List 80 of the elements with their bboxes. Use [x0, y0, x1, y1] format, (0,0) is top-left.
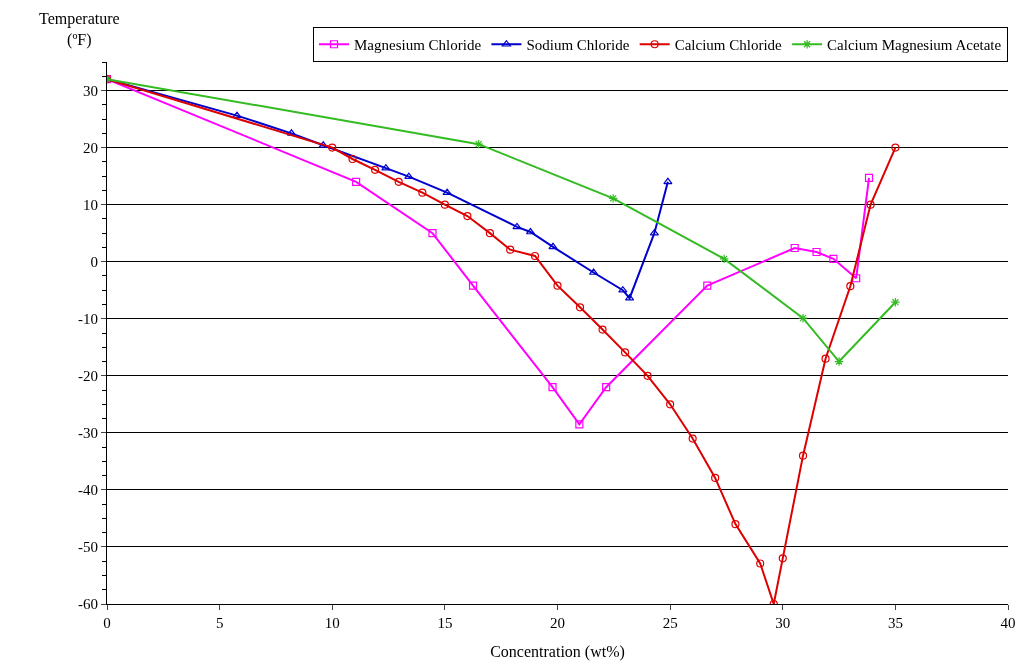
point [525, 227, 536, 235]
point [649, 229, 659, 236]
x-tick-label: 20 [550, 615, 565, 631]
x-tick-label: 10 [324, 615, 340, 631]
point [756, 559, 765, 568]
legend-label: Calcium Magnesium Acetate [827, 37, 1002, 54]
point [598, 325, 607, 334]
point [821, 354, 830, 363]
point [812, 247, 821, 257]
point [618, 286, 628, 293]
point [553, 281, 562, 290]
point [328, 143, 337, 152]
point [394, 177, 403, 186]
point [318, 141, 328, 148]
legend-label: Calcium Chloride [674, 37, 783, 54]
point [575, 303, 585, 312]
legend-label: Sodium Chloride [526, 37, 630, 54]
y-tick-label: -60 [78, 596, 98, 613]
legend-label: Magnesium Chloride [354, 37, 482, 54]
point [852, 274, 861, 283]
point [575, 420, 584, 429]
point [418, 188, 427, 197]
point [440, 200, 449, 209]
point [890, 297, 901, 307]
point [608, 193, 618, 204]
point [643, 371, 652, 380]
point [891, 143, 900, 152]
point [719, 254, 729, 264]
point [428, 229, 437, 238]
point [798, 451, 808, 460]
y-tick-label: -30 [78, 425, 98, 442]
point [232, 111, 242, 118]
x-tick-label: 35 [887, 615, 903, 631]
point [352, 177, 361, 186]
point [778, 554, 787, 563]
point [463, 211, 472, 221]
y-tick-label: 30 [83, 82, 98, 99]
x-tick-label: 25 [662, 615, 678, 631]
y-tick-label: -40 [78, 482, 98, 499]
point [663, 177, 673, 185]
y-axis-title: Temperature (ºF) [39, 10, 120, 49]
point [473, 139, 484, 149]
x-tick-label: 0 [103, 615, 111, 631]
point [404, 172, 414, 180]
x-tick-label: 40 [1000, 615, 1016, 631]
point [829, 254, 838, 263]
point [711, 473, 720, 483]
point [731, 520, 740, 529]
y-tick-label: 10 [83, 196, 98, 213]
point [846, 282, 855, 291]
point [512, 222, 522, 230]
y-tick-label: 0 [90, 253, 98, 270]
point [485, 229, 495, 238]
point [530, 251, 540, 261]
point [548, 383, 557, 392]
point [620, 348, 630, 357]
point [468, 281, 478, 290]
point [688, 434, 697, 443]
point [866, 200, 875, 209]
x-tick-label: 15 [437, 615, 453, 631]
x-tick-label: 5 [215, 615, 224, 631]
y-tick-label: -20 [78, 368, 98, 385]
point [864, 173, 874, 182]
point [548, 242, 558, 250]
x-axis-title: Concentration (wt%) [490, 642, 625, 661]
point [506, 245, 515, 254]
y-tick-label: -50 [78, 539, 98, 556]
point [348, 154, 357, 164]
y-tick-label: -10 [78, 310, 98, 327]
y-tick-label: 20 [83, 139, 98, 156]
point [370, 165, 380, 174]
x-tick-label: 30 [775, 615, 791, 631]
point [834, 356, 844, 367]
point [703, 281, 712, 290]
point [798, 313, 808, 323]
point [790, 243, 799, 253]
point [442, 188, 452, 195]
point [602, 383, 611, 392]
point [381, 164, 391, 171]
point [666, 400, 675, 409]
